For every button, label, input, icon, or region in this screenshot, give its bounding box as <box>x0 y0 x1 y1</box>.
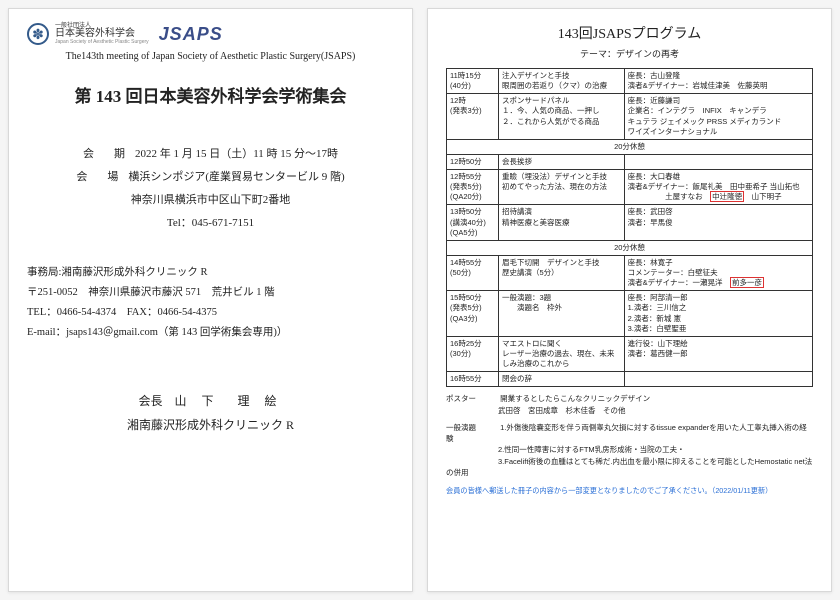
poster-line2: 武田啓 宮田成章 杉木佳香 その他 <box>498 406 626 415</box>
schedule-row: 13時50分 (講演40分) (QA5分)招待講演 精神医療と美容医療座長：武田… <box>447 205 813 240</box>
chair-cell: 座長：近藤謙司 企業名：インテグラ INFIX キャンデラ キュテラ ジェイメッ… <box>624 94 812 140</box>
schedule-row: 12時50分会長挨拶 <box>447 154 813 169</box>
subtitle: The143th meeting of Japan Society of Aes… <box>27 51 394 62</box>
time-cell: 14時55分 (50分) <box>447 255 499 290</box>
ippan-1: 1.外傷後陰嚢変形を伴う両側睾丸欠損に対するtissue expanderを用い… <box>446 423 807 443</box>
topic-cell: 会長挨拶 <box>499 154 625 169</box>
date-value: 2022 年 1 月 15 日（土）11 時 15 分〜17時 <box>135 148 338 160</box>
poster-line1: 開業するとしたらこんなクリニックデザイン <box>500 394 650 403</box>
chair-cell <box>624 154 812 169</box>
time-cell: 12時 (発表3分) <box>447 94 499 140</box>
chair-cell: 座長：阿部清一郎 1.演者：三川信之 2.演者：新城 憲 3.演者：白壁聖亜 <box>624 291 812 337</box>
topic-cell: 招待講演 精神医療と美容医療 <box>499 205 625 240</box>
date-label: 会期 <box>83 143 125 166</box>
chair-cell <box>624 372 812 387</box>
break-row: 20分休憩 <box>447 139 813 154</box>
right-page: 143回JSAPSプログラム テーマ：デザインの再考 11時15分 (40分)注… <box>427 8 832 592</box>
logo-en: JSAPS <box>159 24 223 45</box>
chair-cell: 座長：古山登隆 演者&デザイナー：岩城佳津美 佐藤英明 <box>624 69 812 94</box>
schedule-row: 16時25分 (30分)マエストロに聞く レーザー治療の過去、現在、未来 しみ治… <box>447 336 813 371</box>
topic-cell: 重瞼（埋没法）デザインと手技 初めてやった方法、現在の方法 <box>499 170 625 205</box>
schedule-row: 12時 (発表3分)スポンサードパネル １．今、人気の商品、一押し ２．これから… <box>447 94 813 140</box>
office-block: 事務局:湘南藤沢形成外科クリニック R 〒251-0052 神奈川県藤沢市藤沢 … <box>27 263 394 343</box>
poster-label: ポスター <box>446 393 498 404</box>
time-cell: 15時50分 (発表5分) (QA3分) <box>447 291 499 337</box>
chair-block: 会長 山 下 理 絵 湘南藤沢形成外科クリニック R <box>27 389 394 437</box>
office-mail: E-mail：jsaps143＠gmail.com（第 143 回学術集会専用)… <box>27 323 394 343</box>
update-note: 会員の皆様へ郵送した冊子の内容から一部変更となりましたのでご了承ください。（20… <box>446 486 813 496</box>
address: 神奈川県横浜市中区山下町2番地 <box>27 189 394 212</box>
info-block: 会期 2022 年 1 月 15 日（土）11 時 15 分〜17時 会場横浜シン… <box>27 143 394 235</box>
chair-org: 湘南藤沢形成外科クリニック R <box>27 413 394 437</box>
topic-cell: 閉会の辞 <box>499 372 625 387</box>
time-cell: 13時50分 (講演40分) (QA5分) <box>447 205 499 240</box>
venue-label: 会場 <box>76 166 118 189</box>
poster-block: ポスター 開業するとしたらこんなクリニックデザイン 武田啓 宮田成章 杉木佳香 … <box>446 393 813 416</box>
schedule-row: 16時55分閉会の辞 <box>447 372 813 387</box>
ippan-2: 2.性同一性障害に対するFTM乳房形成術・当院の工夫・ <box>498 445 685 454</box>
venue-value: 横浜シンポジア(産業貿易センタービル 9 階) <box>128 171 344 183</box>
main-title: 第 143 回日本美容外科学会学術集会 <box>27 82 394 107</box>
jsaps-logo-icon: ✽ <box>27 23 49 45</box>
chair-cell: 座長：武田啓 演者：早馬俊 <box>624 205 812 240</box>
topic-cell: 眉毛下切開 デザインと手技 歴史講演（5分） <box>499 255 625 290</box>
logo-jp-sub: Japan Society of Aesthetic Plastic Surge… <box>55 40 149 45</box>
logo-row: ✽ 一般社団法人 日本美容外科学会 Japan Society of Aesth… <box>27 23 394 45</box>
chair-cell: 進行役：山下理絵 演者：葛西健一郎 <box>624 336 812 371</box>
highlighted-name: 前多一彦 <box>730 277 764 288</box>
program-title: 143回JSAPSプログラム <box>446 23 813 43</box>
schedule-row: 15時50分 (発表5分) (QA3分)一般演題：3題 演題名 枠外座長：阿部清… <box>447 291 813 337</box>
chair-cell: 座長：大口春雄 演者&デザイナー：飯尾礼美 田中亜希子 当山拓也 土屋すなお 中… <box>624 170 812 205</box>
schedule-row: 12時55分 (発表5分) (QA20分)重瞼（埋没法）デザインと手技 初めてや… <box>447 170 813 205</box>
time-cell: 12時55分 (発表5分) (QA20分) <box>447 170 499 205</box>
program-theme: テーマ：デザインの再考 <box>446 47 813 60</box>
chair-cell: 座長：林寛子 コメンテーター：白壁征夫 演者&デザイナー：一瀬晃洋 前多一彦 <box>624 255 812 290</box>
topic-cell: 一般演題：3題 演題名 枠外 <box>499 291 625 337</box>
logo-text-block: 一般社団法人 日本美容外科学会 Japan Society of Aesthet… <box>55 23 149 45</box>
time-cell: 16時25分 (30分) <box>447 336 499 371</box>
office-address: 〒251-0052 神奈川県藤沢市藤沢 571 荒井ビル 1 階 <box>27 283 394 303</box>
schedule-table: 11時15分 (40分)注入デザインと手技 眼周囲の若返り（クマ）の治療座長：古… <box>446 68 813 387</box>
highlighted-name: 中辻隆徳 <box>710 191 744 202</box>
ippan-label: 一般演題 <box>446 422 498 433</box>
break-row: 20分休憩 <box>447 240 813 255</box>
time-cell: 11時15分 (40分) <box>447 69 499 94</box>
ippan-block: 一般演題 1.外傷後陰嚢変形を伴う両側睾丸欠損に対するtissue expand… <box>446 422 813 478</box>
time-cell: 16時55分 <box>447 372 499 387</box>
left-page: ✽ 一般社団法人 日本美容外科学会 Japan Society of Aesth… <box>8 8 413 592</box>
schedule-row: 14時55分 (50分)眉毛下切開 デザインと手技 歴史講演（5分）座長：林寛子… <box>447 255 813 290</box>
chair-label: 会長 <box>138 394 162 408</box>
schedule-row: 11時15分 (40分)注入デザインと手技 眼周囲の若返り（クマ）の治療座長：古… <box>447 69 813 94</box>
tel: Tel：045-671-7151 <box>27 212 394 235</box>
time-cell: 12時50分 <box>447 154 499 169</box>
office-tel: TEL：0466-54-4374 FAX：0466-54-4375 <box>27 303 394 323</box>
chair-name: 山 下 理 絵 <box>175 394 283 408</box>
topic-cell: マエストロに聞く レーザー治療の過去、現在、未来 しみ治療のこれから <box>499 336 625 371</box>
ippan-3: 3.Facelift術後の血腫はとても稀だ.内出血を最小限に抑えることを可能とし… <box>446 457 812 477</box>
office-label: 事務局:湘南藤沢形成外科クリニック R <box>27 263 394 283</box>
topic-cell: スポンサードパネル １．今、人気の商品、一押し ２．これから人気がでる商品 <box>499 94 625 140</box>
topic-cell: 注入デザインと手技 眼周囲の若返り（クマ）の治療 <box>499 69 625 94</box>
